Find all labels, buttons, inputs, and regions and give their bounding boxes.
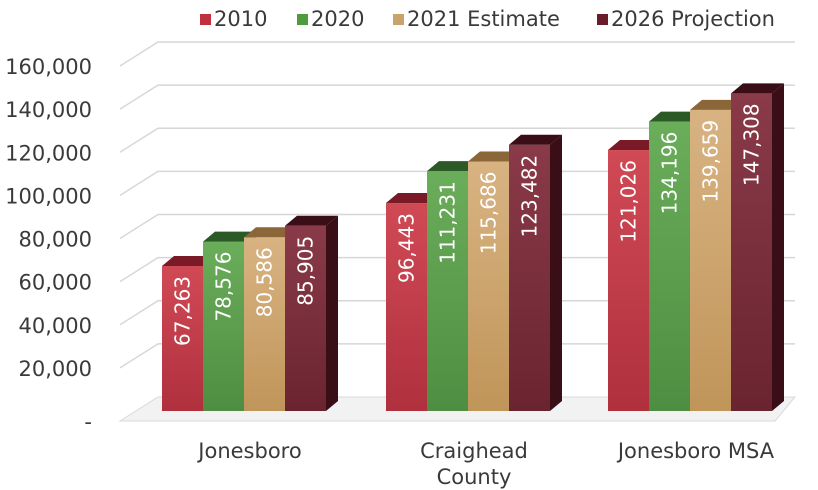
- data-label: 78,576: [212, 252, 236, 322]
- legend-item-2020: 2020: [297, 6, 364, 32]
- gridline: [119, 343, 795, 369]
- data-label: 139,659: [699, 120, 723, 203]
- gridline: [119, 84, 795, 110]
- data-label: 121,026: [617, 160, 641, 243]
- y-tick-label: 140,000: [5, 98, 92, 122]
- data-label: 96,443: [395, 213, 419, 283]
- legend-label: 2021 Estimate: [407, 7, 560, 31]
- gridline: [119, 300, 795, 326]
- bar: [285, 215, 338, 411]
- y-tick-label: 100,000: [5, 184, 92, 208]
- legend-swatch: [393, 13, 404, 25]
- data-label: 115,686: [477, 172, 501, 255]
- y-tick-label: 160,000: [5, 55, 92, 79]
- gridline: [119, 170, 795, 196]
- data-label: 123,482: [518, 155, 542, 238]
- y-axis: - 20,000 40,000 60,000 80,000 100,000 120,000 1…: [5, 55, 92, 434]
- legend: 2010 2020 2021 Estimate 2026 Projection: [0, 6, 818, 32]
- legend-item-2021-estimate: 2021 Estimate: [393, 6, 560, 32]
- data-label: 85,905: [294, 236, 318, 306]
- data-label: 134,196: [658, 132, 682, 215]
- data-label: 67,263: [171, 276, 195, 346]
- y-tick-label: 20,000: [19, 357, 92, 381]
- gridline: [119, 213, 795, 240]
- bar: [509, 134, 562, 411]
- y-tick-label: 120,000: [5, 141, 92, 165]
- gridline: [119, 256, 795, 283]
- y-tick-label: -: [84, 410, 92, 434]
- bars: [162, 83, 784, 411]
- gridline: [119, 127, 795, 153]
- legend-swatch: [597, 13, 608, 25]
- data-labels: 67,263 78,576 80,586 85,905 96,443 111,231 115…: [171, 103, 764, 346]
- x-tick-label: Craighead County: [420, 439, 528, 489]
- y-tick-label: 80,000: [19, 228, 92, 252]
- gridline: [119, 41, 795, 67]
- data-label: 147,308: [740, 103, 764, 186]
- bar: [731, 83, 784, 411]
- legend-item-2010: 2010: [200, 6, 267, 32]
- x-tick-label: Jonesboro: [196, 439, 301, 463]
- data-label: 80,586: [253, 247, 277, 317]
- legend-label: 2010: [214, 7, 268, 31]
- x-axis: Jonesboro Craighead County Jonesboro MSA: [196, 439, 774, 489]
- legend-item-2026-projection: 2026 Projection: [597, 6, 775, 32]
- y-tick-label: 40,000: [19, 314, 92, 338]
- y-tick-label: 60,000: [19, 271, 92, 295]
- legend-label: 2026 Projection: [611, 7, 775, 31]
- legend-label: 2020: [311, 7, 365, 31]
- legend-swatch: [200, 13, 211, 25]
- data-label: 111,231: [436, 181, 460, 264]
- gridlines: [119, 41, 795, 369]
- x-tick-label: Jonesboro MSA: [616, 439, 775, 463]
- legend-swatch: [297, 13, 308, 25]
